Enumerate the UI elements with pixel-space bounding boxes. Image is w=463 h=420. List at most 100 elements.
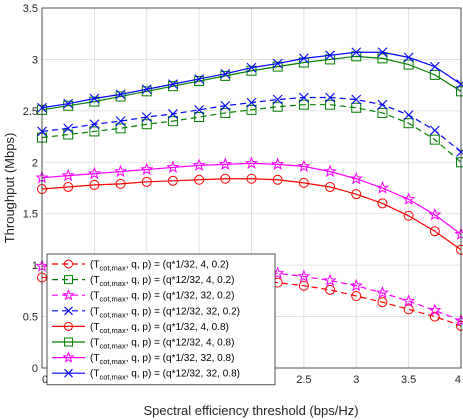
- legend-label-2: (Tcot,max, q, p) = (q*1/32, 32, 0.2): [90, 291, 234, 304]
- series-4-point-10: [298, 177, 309, 188]
- x-tick-label-5: 2.5: [296, 374, 311, 386]
- legend-label-7-suffix: , q, p) = (q*12/32, 32, 0.8): [126, 369, 240, 380]
- series-1-point-7: [220, 107, 231, 118]
- series-3-point-1: [63, 123, 74, 134]
- series-4-point-12: [351, 189, 362, 200]
- series-7-point-9: [272, 58, 283, 69]
- x-tick-label-7: 3.5: [401, 374, 416, 386]
- series-7-point-8-b: [246, 62, 257, 73]
- series-2-point-12: [349, 278, 363, 292]
- series-6: [35, 156, 463, 240]
- series-2-point-15: [428, 303, 442, 317]
- series-6-point-13: [375, 181, 390, 194]
- series-1-point-3: [115, 123, 126, 134]
- series-1-point-14: [403, 118, 414, 129]
- series-7-point-2-b: [89, 93, 100, 104]
- series-4-point-1: [63, 181, 74, 192]
- series-7: [37, 47, 463, 113]
- series-1-point-5: [167, 116, 178, 127]
- legend-entry-2: (Tcot,max, q, p) = (q*1/32, 32, 0.2): [52, 288, 234, 304]
- series-3-point-2: [89, 119, 100, 130]
- series-6-point-8: [244, 156, 259, 169]
- legend-entry-5: (Tcot,max, q, p) = (q*12/32, 4, 0.8): [52, 337, 234, 351]
- legend-entry-4: (Tcot,max, q, p) = (q*1/32, 4, 0.8): [52, 321, 229, 335]
- series-1-point-4: [141, 119, 152, 130]
- series-7-point-1-b: [63, 98, 74, 109]
- series-7-point-1: [63, 98, 74, 109]
- series-6-point-15: [428, 207, 442, 221]
- series-6-point-12: [349, 171, 363, 185]
- legend-label-5-sub: cot,max: [99, 342, 126, 351]
- series-7-point-6-b: [194, 74, 205, 84]
- series-1-line: [41, 104, 462, 163]
- legend-label-0-suffix: , q, p) = (q*1/32, 4, 0.2): [126, 260, 229, 271]
- legend-marker-1: [64, 275, 73, 285]
- series-5-point-2: [89, 96, 100, 107]
- series-7-point-3-b: [115, 89, 126, 100]
- legend-entry-7: (Tcot,max, q, p) = (q*12/32, 32, 0.8): [52, 369, 240, 382]
- x-tick-label-0: 0: [42, 374, 48, 386]
- legend-label-5-suffix: , q, p) = (q*12/32, 4, 0.8): [126, 338, 235, 349]
- series-3-point-7: [220, 100, 231, 111]
- legend-label-6-suffix: , q, p) = (q*1/32, 32, 0.8): [126, 353, 235, 364]
- series-1-point-15: [429, 134, 440, 145]
- y-tick-label-2: 1: [32, 260, 38, 272]
- legend-marker-6: [62, 351, 75, 363]
- series-6-point-3: [113, 164, 128, 178]
- series-7-point-12: [351, 47, 362, 58]
- series-7-point-8: [246, 62, 257, 73]
- legend-label-5-prefix: (T: [90, 338, 99, 349]
- legend-marker-3-b: [64, 306, 73, 316]
- series-3-point-6: [194, 104, 205, 115]
- series-3-point-10-b: [298, 92, 309, 103]
- series-7-point-5-b: [168, 79, 178, 90]
- series-3-point-13: [377, 99, 388, 110]
- legend-label-3-sub: cot,max: [99, 310, 126, 319]
- legend-marker-4: [64, 321, 73, 331]
- series-0-point-13: [377, 297, 388, 308]
- series-7-point-6: [194, 74, 205, 84]
- series-2-point-10: [297, 269, 311, 283]
- legend-label-3-suffix: , q, p) = (q*12/32, 32, 0.2): [126, 306, 240, 317]
- legend-marker-7-b: [64, 368, 73, 378]
- legend-label-6: (Tcot,max, q, p) = (q*1/32, 32, 0.8): [90, 353, 234, 366]
- series-7-point-15-b: [429, 61, 440, 72]
- series-5-point-1: [63, 100, 74, 111]
- series-2-line: [42, 265, 462, 322]
- series-7-point-9-b: [272, 58, 283, 69]
- series-6-point-2: [87, 166, 101, 180]
- y-tick-label-0: 0: [32, 363, 38, 375]
- legend: (Tcot,max, q, p) = (q*1/32, 4, 0.2)(Tcot…: [46, 253, 276, 386]
- series-4-line: [41, 178, 462, 251]
- legend-entry-1: (Tcot,max, q, p) = (q*12/32, 4, 0.2): [52, 275, 234, 288]
- series-2-point-13: [375, 285, 390, 299]
- y-tick-label-1: 0.5: [23, 312, 38, 324]
- series-3-point-11-b: [325, 92, 335, 103]
- legend-label-5: (Tcot,max, q, p) = (q*12/32, 4, 0.8): [90, 338, 234, 351]
- series-5-point-8: [246, 65, 257, 76]
- series-5-point-7: [220, 70, 231, 81]
- y-tick-label-3: 1.5: [23, 209, 38, 221]
- series-4-point-15: [429, 226, 440, 237]
- series-3-point-14: [403, 110, 414, 120]
- series-3-point-14-b: [403, 110, 414, 120]
- legend-label-4: (Tcot,max, q, p) = (q*1/32, 4, 0.8): [90, 322, 229, 335]
- series-4-point-14: [403, 210, 414, 221]
- series-1-point-10: [298, 99, 309, 110]
- legend-label-1-suffix: , q, p) = (q*12/32, 4, 0.2): [126, 275, 235, 286]
- series-3-point-9: [272, 94, 283, 105]
- series-5-point-5: [167, 81, 178, 92]
- series-3-point-15: [429, 125, 440, 136]
- series-7-point-13: [377, 47, 388, 58]
- series-1-point-9: [272, 101, 283, 112]
- series-7-point-12-b: [351, 47, 362, 58]
- series-3-point-3: [115, 116, 126, 127]
- series-7-point-10: [298, 53, 309, 64]
- series-7-point-3: [115, 89, 126, 100]
- legend-label-2-suffix: , q, p) = (q*1/32, 32, 0.2): [126, 291, 235, 302]
- legend-label-7-prefix: (T: [90, 369, 99, 380]
- series-1-point-8: [246, 104, 257, 115]
- series-3-point-15-b: [429, 125, 440, 136]
- series-1-point-13: [377, 107, 388, 118]
